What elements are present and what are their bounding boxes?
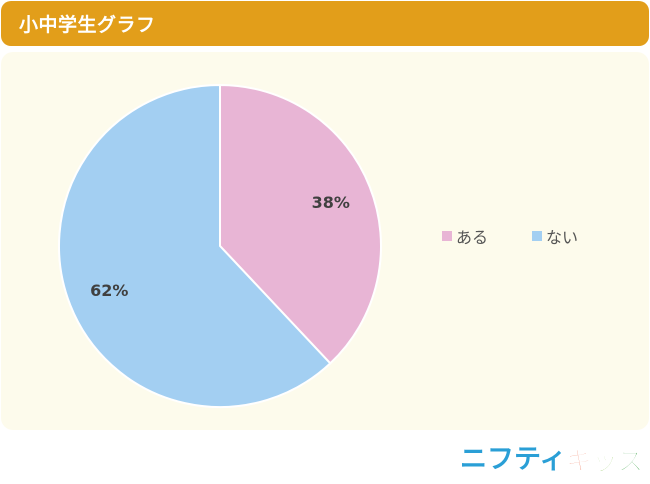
logo-char: ズ: [618, 446, 644, 477]
chart-legend: ある ない: [442, 224, 578, 248]
logo-char: キ: [566, 447, 592, 477]
pie-data-label: 62%: [90, 281, 128, 300]
pie-data-label: 38%: [312, 193, 350, 212]
pie-slice-aru: [219, 83, 382, 365]
legend-label: ない: [546, 228, 579, 247]
legend-label: ある: [456, 228, 489, 247]
legend-swatch: [532, 231, 543, 241]
logo-prefix-text: ニフティ: [460, 444, 566, 475]
logo-suffix-text: キッズ: [566, 446, 645, 478]
legend-item-nai: ない: [532, 224, 578, 248]
legend-item-aru: ある: [442, 224, 488, 248]
pie-slice-nai: [58, 83, 332, 408]
legend-swatch: [442, 231, 452, 241]
page-title: 小中学生グラフ: [19, 14, 156, 36]
nifty-kids-logo[interactable]: ニフティ キッズ: [458, 438, 648, 478]
header-bar: 小中学生グラフ: [1, 1, 649, 46]
logo-char: ッ: [592, 447, 618, 477]
